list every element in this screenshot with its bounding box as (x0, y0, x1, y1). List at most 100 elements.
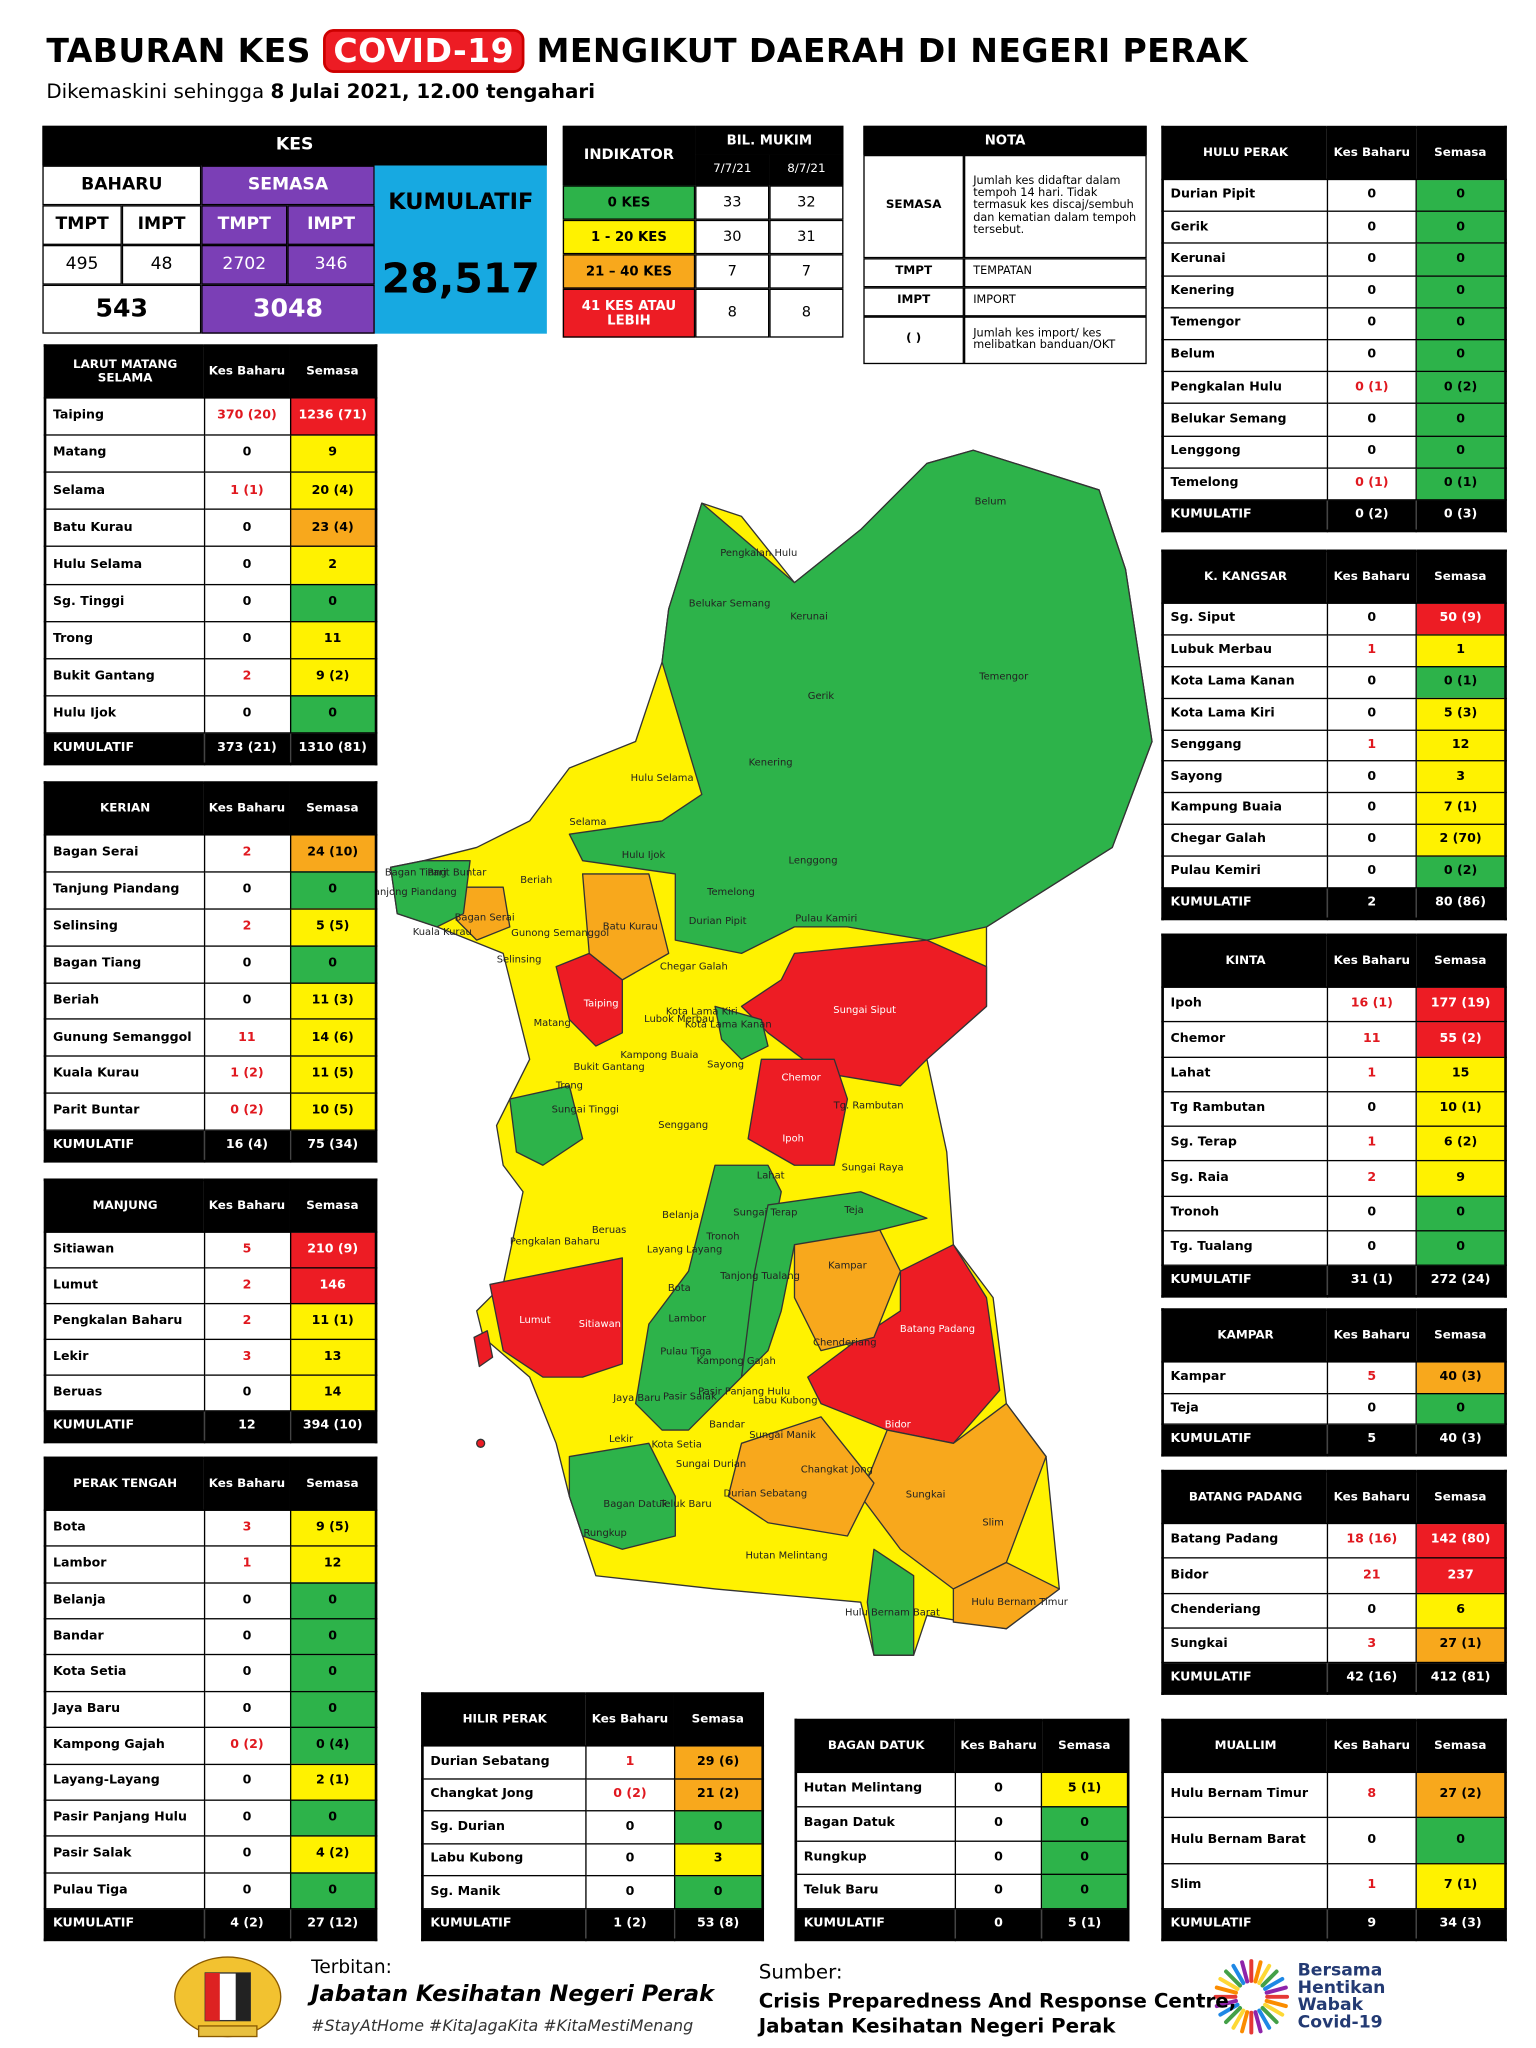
column-header: Kes Baharu (1327, 1471, 1417, 1524)
semasa: 2 (70) (1415, 823, 1507, 857)
indikator-label: 1 - 20 KES (562, 219, 696, 255)
map-label: Lenggong (789, 855, 838, 866)
map-label: Teluk Baru (659, 1499, 712, 1510)
area-name: Belum (1161, 338, 1328, 373)
column-header: Semasa (1416, 550, 1506, 604)
column-header: Kes Baharu (1327, 550, 1417, 604)
nota-term: IMPT (863, 287, 964, 317)
total-row: KUMULATIF 12 394 (10) (44, 1410, 377, 1443)
semasa: 0 (1) (1415, 665, 1507, 699)
row: Hulu Bernam Timur 8 27 (2) (1161, 1771, 1507, 1819)
area-name: Kerunai (1161, 242, 1328, 277)
column-header: Semasa (289, 1179, 377, 1233)
semasa: 0 (1415, 242, 1507, 277)
kes-baharu: 0 (585, 1810, 675, 1845)
semasa: 0 (1041, 1805, 1129, 1842)
district-table: MUALLIM Kes Baharu Semasa Hulu Bernam Timur… (1161, 1718, 1507, 1942)
row: Batu Kurau 0 23 (4) (44, 508, 377, 548)
area-name: Taiping (44, 397, 205, 436)
region (952, 1561, 1060, 1630)
footer-hashtags: #StayAtHome #KitaJagaKita #KitaMestiMena… (311, 2016, 694, 2036)
semasa: 24 (10) (289, 834, 377, 873)
semasa: 146 (289, 1267, 377, 1305)
row: Tanjung Piandang 0 0 (44, 871, 377, 910)
kes-column: TMPT (42, 205, 122, 245)
row: Kota Lama Kanan 0 0 (1) (1161, 665, 1507, 699)
semasa: 11 (5) (289, 1055, 377, 1094)
kes-baharu: 1 (1326, 634, 1418, 668)
area-name: Hulu Bernam Barat (1161, 1817, 1328, 1864)
kes-baharu: BAHARU (42, 165, 202, 206)
region (581, 873, 670, 981)
kes-baharu: 1 (1326, 728, 1418, 762)
row: Slim 1 7 (1) (1161, 1862, 1507, 1910)
semasa: 3 (1415, 760, 1507, 794)
row: Sungkai 3 27 (1) (1161, 1627, 1507, 1664)
kes-baharu: 1 (1326, 1125, 1418, 1162)
area-name: Hulu Ijok (44, 695, 205, 734)
map-label: Hutan Melintang (745, 1551, 827, 1562)
total-semasa: 27 (12) (289, 1908, 377, 1941)
kes-baharu: 0 (1326, 823, 1418, 857)
kes-baharu: 2 (203, 1302, 291, 1341)
semasa: 210 (9) (289, 1231, 377, 1269)
area-name: Kampung Buaia (1161, 792, 1328, 826)
region (740, 939, 988, 1087)
semasa: 6 (2) (1415, 1125, 1507, 1162)
map-label: Rungkup (583, 1528, 626, 1539)
kes-baharu: 0 (585, 1875, 675, 1910)
campaign-line: Wabak (1297, 1995, 1364, 2016)
semasa: 14 (289, 1374, 377, 1412)
semasa: 9 (5) (289, 1509, 377, 1548)
indikator-date: 7/7/21 (695, 154, 770, 186)
area-name: Kota Lama Kanan (1161, 665, 1328, 699)
row: Sitiawan 5 210 (9) (44, 1231, 377, 1269)
area-name: Bagan Tiang (44, 944, 205, 984)
area-name: Pengkalan Baharu (44, 1302, 205, 1341)
kes-baharu: 0 (954, 1771, 1043, 1808)
semasa: 0 (673, 1810, 764, 1845)
map-label: Durian Pipit (689, 916, 747, 927)
indikator-value: 33 (695, 185, 770, 220)
row: Bagan Tiang 0 0 (44, 944, 377, 984)
column-header: Kes Baharu (1327, 127, 1417, 180)
region (727, 1416, 875, 1537)
nota-desc: Jumlah kes import/ kes melibatkan bandua… (963, 316, 1147, 365)
kes-baharu: 0 (203, 1581, 291, 1620)
kes-baharu: 0 (203, 1871, 291, 1910)
area-name: Pulau Kemiri (1161, 855, 1328, 889)
district-title: KERIAN (45, 782, 204, 835)
area-name: Bota (44, 1509, 205, 1548)
area-name: Teluk Baru (795, 1873, 956, 1910)
logo-ray (1231, 1963, 1246, 1986)
kes-baharu: 0 (1326, 434, 1418, 469)
area-name: Selinsing (44, 908, 205, 947)
kes-baharu: 3 (203, 1509, 291, 1548)
total-row: KUMULATIF 16 (4) 75 (34) (44, 1129, 377, 1162)
footer-label: Sumber: (758, 1959, 843, 1984)
row: Batang Padang 18 (16) 142 (80) (1161, 1522, 1507, 1559)
campaign-line: Bersama (1297, 1961, 1383, 1981)
map-label: Taiping (583, 998, 619, 1009)
map-label: Sungai Manik (749, 1430, 816, 1441)
area-name: Sitiawan (44, 1231, 205, 1269)
map-label: Lumut (519, 1315, 551, 1326)
header-row: K. KANGSAR Kes Baharu Semasa (1162, 550, 1506, 604)
row: Labu Kubong 0 3 (421, 1842, 764, 1877)
total-label: KUMULATIF (795, 1908, 956, 1941)
kes-baharu: 0 (203, 981, 291, 1021)
total-baharu: 12 (203, 1410, 291, 1443)
logo-ray (1257, 2008, 1272, 2030)
column-header: Semasa (289, 782, 377, 835)
nota-desc: TEMPATAN (963, 258, 1147, 288)
map-label: Bagan Serai (455, 912, 515, 923)
footer-label: Terbitan: (311, 1957, 392, 1979)
row: Bota 3 9 (5) (44, 1509, 377, 1548)
map-label: Kenering (749, 757, 793, 768)
kes-baharu: 2 (203, 834, 291, 873)
area-name: Sungkai (1161, 1627, 1328, 1664)
district-title: MANJUNG (45, 1179, 204, 1233)
total-row: KUMULATIF 4 (2) 27 (12) (44, 1908, 377, 1941)
nota-term: SEMASA (863, 154, 964, 259)
